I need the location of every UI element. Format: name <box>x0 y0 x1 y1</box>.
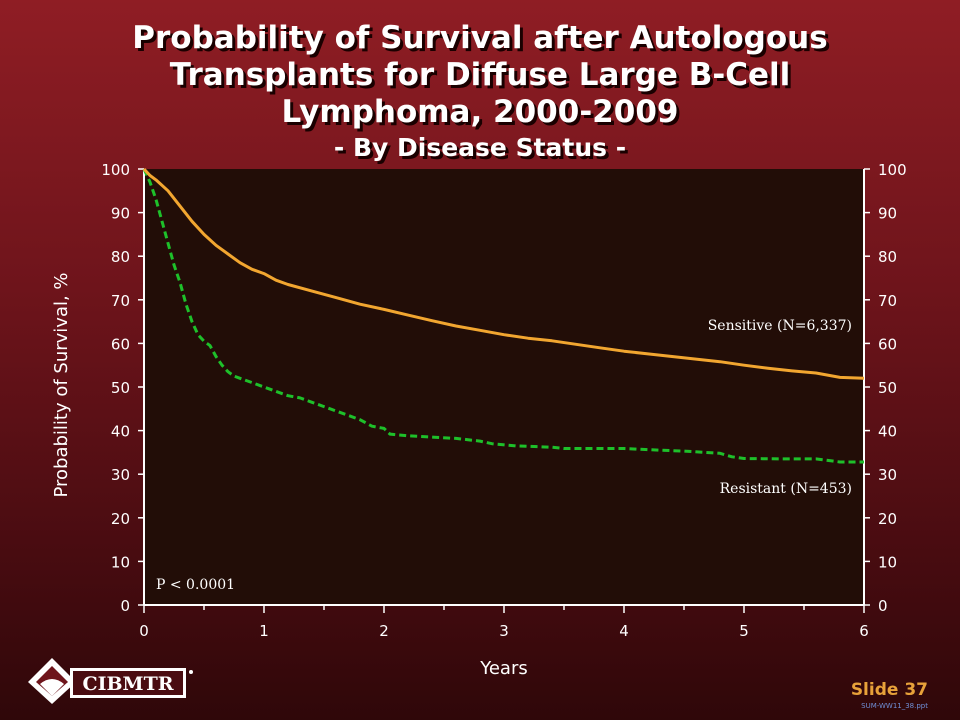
y-tick-label-right: 0 <box>878 597 888 615</box>
y-tick-label-left: 60 <box>111 335 130 353</box>
y-tick-label-right: 90 <box>878 205 897 223</box>
logo-text: CIBMTR <box>82 673 173 695</box>
cibmtr-logo: CIBMTR <box>28 658 193 704</box>
y-tick-label-right: 20 <box>878 510 897 528</box>
y-tick-label-left: 80 <box>111 248 130 266</box>
y-tick-label-left: 50 <box>111 379 130 397</box>
slide-number: Slide 37 <box>850 680 928 700</box>
y-tick-label-right: 10 <box>878 553 897 571</box>
y-tick-label-right: 80 <box>878 248 897 266</box>
x-tick-label: 3 <box>499 622 509 640</box>
x-tick-label: 6 <box>859 622 869 640</box>
y-tick-label-right: 70 <box>878 292 897 310</box>
series-sensitive-line <box>142 167 865 380</box>
series-label-resistant: Resistant (N=453) <box>720 481 852 497</box>
y-tick-label-left: 90 <box>111 205 130 223</box>
y-axis-label: Probability of Survival, % <box>51 272 72 497</box>
y-tick-label-left: 10 <box>111 553 130 571</box>
y-tick-label-right: 30 <box>878 466 897 484</box>
y-tick-label-left: 100 <box>101 161 130 179</box>
y-tick-label-left: 30 <box>111 466 130 484</box>
chart-subtitle: - By Disease Status - <box>333 133 627 162</box>
p-value-annotation: P < 0.0001 <box>156 577 235 593</box>
x-tick-label: 0 <box>139 622 149 640</box>
y-tick-label-right: 100 <box>878 161 907 179</box>
x-axis-label: Years <box>479 658 528 679</box>
x-tick-label: 2 <box>379 622 389 640</box>
file-code: SUM-WW11_38.ppt <box>861 702 928 710</box>
y-tick-label-right: 50 <box>878 379 897 397</box>
chart-title-main: Probability of Survival after Autologous… <box>132 20 828 130</box>
x-tick-label: 4 <box>619 622 629 640</box>
series-label-sensitive: Sensitive (N=6,337) <box>708 318 852 334</box>
series-resistant-line <box>142 168 864 464</box>
chart-title: Probability of Survival after Autologous… <box>60 20 900 163</box>
x-tick-label: 5 <box>739 622 749 640</box>
y-tick-label-left: 40 <box>111 423 130 441</box>
y-tick-label-left: 70 <box>111 292 130 310</box>
y-tick-label-right: 40 <box>878 423 897 441</box>
x-tick-label: 1 <box>259 622 269 640</box>
plot-area <box>144 169 864 605</box>
y-tick-label-left: 0 <box>120 597 130 615</box>
y-tick-label-right: 60 <box>878 335 897 353</box>
y-tick-label-left: 20 <box>111 510 130 528</box>
